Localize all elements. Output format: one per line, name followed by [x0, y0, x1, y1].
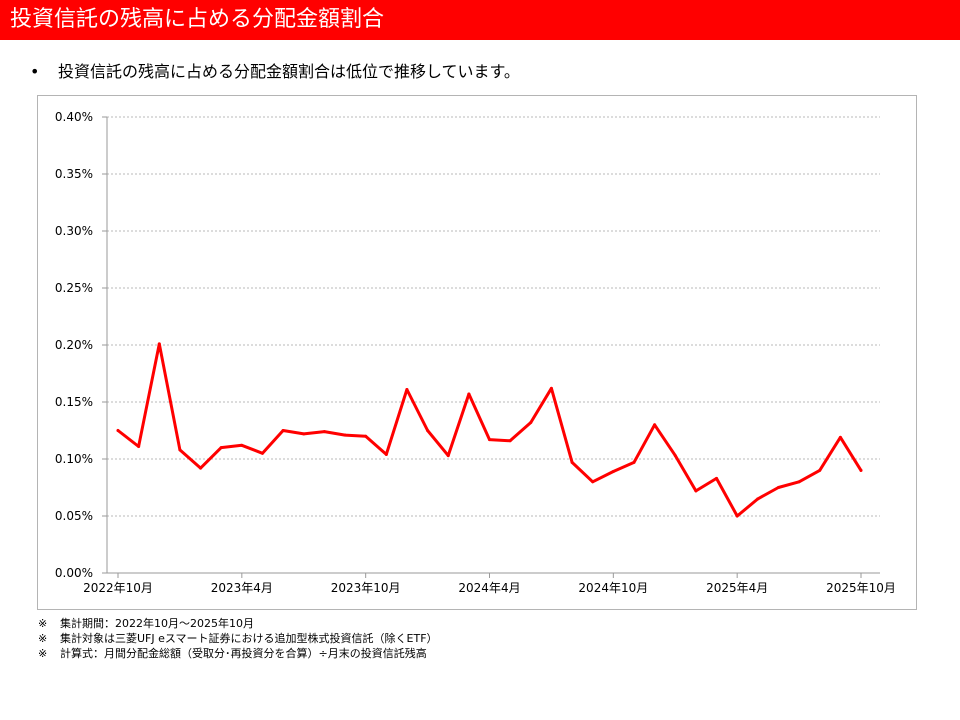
data-point [549, 386, 553, 390]
x-tick-label: 2023年10月 [331, 581, 401, 595]
data-point [219, 446, 223, 450]
x-tick-label: 2024年10月 [578, 581, 648, 595]
data-point [776, 486, 780, 489]
data-point [673, 454, 677, 458]
data-point [240, 443, 244, 447]
data-point [199, 466, 203, 470]
chart-svg: 0.00% 0.05% 0.10% 0.15% 0.20% 0.25% 0.30% 0.35%… [55, 110, 896, 595]
footnote-formula: ※ 計算式：月間分配金総額（受取分･再投資分を合算）÷月末の投資信託残高 [38, 646, 438, 661]
x-tick-label: 2025年4月 [706, 581, 768, 595]
bullet-marker: • [30, 62, 40, 81]
y-tick-label: 0.25% [55, 281, 93, 295]
data-point [446, 454, 450, 458]
data-point [384, 452, 388, 456]
y-tick-label: 0.10% [55, 452, 93, 466]
data-point [591, 480, 595, 484]
data-point [529, 421, 533, 425]
y-tick-label: 0.30% [55, 224, 93, 238]
series-line [116, 342, 863, 518]
data-point [260, 451, 264, 455]
data-point [137, 444, 141, 448]
data-point [302, 432, 306, 436]
data-point [838, 435, 842, 439]
y-tick-label: 0.05% [55, 509, 93, 523]
x-tick-label: 2025年10月 [826, 581, 896, 595]
data-point [653, 423, 657, 427]
data-point [405, 387, 409, 391]
footnote-mark: ※ [38, 647, 48, 660]
y-tick-label: 0.35% [55, 167, 93, 181]
data-point [756, 497, 760, 501]
data-point [322, 430, 326, 434]
x-tick-label: 2022年10月 [83, 581, 153, 595]
footnote-text: 計算式：月間分配金総額（受取分･再投資分を合算）÷月末の投資信託残高 [60, 647, 427, 660]
footnote-mark: ※ [38, 632, 48, 645]
y-tick-label: 0.40% [55, 110, 93, 124]
x-tick-label: 2024年4月 [458, 581, 520, 595]
data-point [735, 514, 739, 518]
y-tick-label: 0.20% [55, 338, 93, 352]
data-point [116, 429, 120, 432]
data-point [467, 392, 471, 396]
data-point [611, 470, 615, 474]
footnote-text: 集計期間：2022年10月～2025年10月 [60, 617, 254, 630]
line-chart: 0.00% 0.05% 0.10% 0.15% 0.20% 0.25% 0.30% 0.35%… [37, 95, 917, 610]
data-point [818, 468, 822, 472]
data-point [859, 468, 863, 472]
data-point [488, 438, 491, 442]
data-point [178, 448, 182, 452]
data-point [797, 480, 801, 484]
y-tick-label: 0.15% [55, 395, 93, 409]
footnote-mark: ※ [38, 617, 48, 630]
data-point [157, 342, 161, 346]
bullet-text: 投資信託の残高に占める分配金額割合は低位で推移しています。 [58, 62, 520, 81]
y-tick-label: 0.00% [55, 566, 93, 580]
slide-title: 投資信託の残高に占める分配金額割合 [0, 0, 960, 40]
data-point [570, 460, 574, 464]
data-point [694, 489, 698, 493]
footnote-period: ※ 集計期間：2022年10月～2025年10月 [38, 616, 438, 631]
x-tick-label: 2023年4月 [211, 581, 273, 595]
footnotes: ※ 集計期間：2022年10月～2025年10月 ※ 集計対象は三菱UFJ eスマー… [38, 616, 438, 661]
data-point [632, 460, 636, 464]
bullet-point: • 投資信託の残高に占める分配金額割合は低位で推移しています。 [30, 58, 520, 82]
data-point [364, 434, 368, 438]
data-point [343, 433, 347, 437]
footnote-text: 集計対象は三菱UFJ eスマート証券における追加型株式投資信託（除くETF） [60, 632, 438, 645]
data-point [715, 476, 719, 480]
data-point [508, 439, 512, 443]
data-point [281, 429, 285, 432]
data-point [426, 429, 430, 432]
footnote-scope: ※ 集計対象は三菱UFJ eスマート証券における追加型株式投資信託（除くETF） [38, 631, 438, 646]
